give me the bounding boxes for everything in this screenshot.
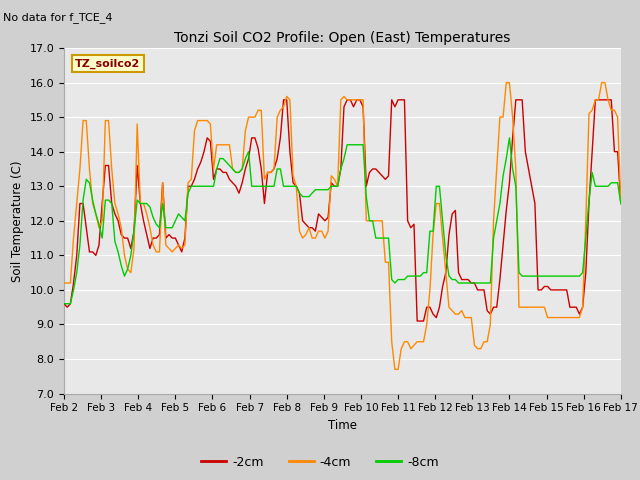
Title: Tonzi Soil CO2 Profile: Open (East) Temperatures: Tonzi Soil CO2 Profile: Open (East) Temp… bbox=[174, 32, 511, 46]
Legend: -2cm, -4cm, -8cm: -2cm, -4cm, -8cm bbox=[196, 451, 444, 474]
Text: TZ_soilco2: TZ_soilco2 bbox=[75, 59, 140, 69]
Text: No data for f_TCE_4: No data for f_TCE_4 bbox=[3, 12, 113, 23]
Y-axis label: Soil Temperature (C): Soil Temperature (C) bbox=[11, 160, 24, 282]
X-axis label: Time: Time bbox=[328, 419, 357, 432]
